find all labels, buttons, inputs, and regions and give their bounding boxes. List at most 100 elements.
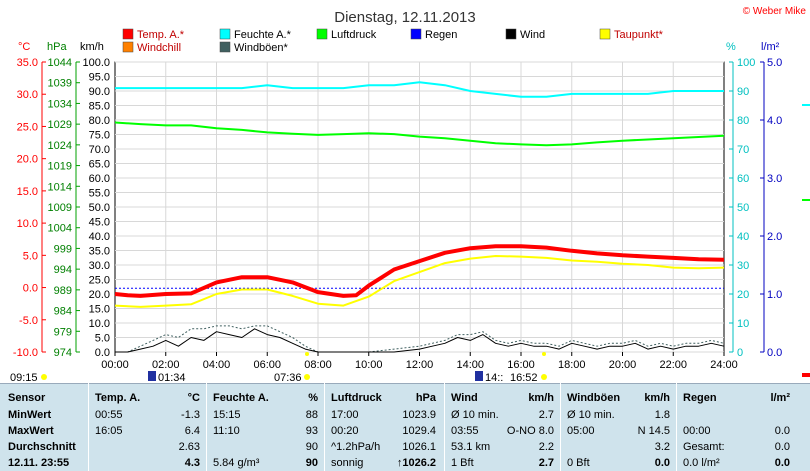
table-cell: 00:55 — [95, 409, 123, 421]
table-header-unit: km/h — [644, 392, 670, 404]
table-cell: 0.0 — [774, 457, 790, 469]
table-cell: 0.0 — [654, 457, 670, 469]
rain-tick-label: 3.0 — [767, 173, 782, 185]
summary-table: Sensor Temp. A. °C Feuchte A.% Luftdruck hPa W… — [0, 383, 810, 471]
row-label: MaxWert — [8, 425, 54, 437]
temp-tick-label: 20.0 — [17, 154, 38, 166]
table-cell: Gesamt: — [683, 441, 725, 453]
temp-tick-label: 0.0 — [23, 283, 38, 295]
table-cell: 2.7 — [538, 409, 554, 421]
pressure-tick-label: 989 — [54, 285, 72, 297]
axis-titles: °C hPa km/h% l/m² — [18, 41, 780, 53]
x-tick-label: 10:00 — [355, 359, 383, 371]
wind-tick-label: 30.0 — [89, 260, 110, 272]
rain-tick-label: 1.0 — [767, 289, 782, 301]
table-header-unit: hPa — [415, 392, 436, 404]
table-cell: sonnig — [331, 457, 364, 469]
wind-tick-label: 55.0 — [89, 188, 110, 200]
pressure-tick-label: 1019 — [48, 161, 72, 173]
row-label: Durchschnitt — [8, 441, 76, 453]
legend-label: Regen — [425, 29, 457, 41]
humidity-tick-label: 20 — [737, 289, 749, 301]
legend-label: Temp. A.* — [137, 29, 185, 41]
table-cell: O-NO 8.0 — [506, 425, 554, 437]
legend-swatch — [410, 28, 422, 40]
wind-tick-label: 0.0 — [95, 347, 110, 359]
table-cell: 1023.9 — [402, 409, 436, 421]
table-cell: 88 — [305, 409, 318, 421]
x-tick-label: 04:00 — [203, 359, 231, 371]
sun-marker-3: 14:: — [485, 372, 503, 383]
chart-grid — [41, 61, 765, 353]
table-header: Feuchte A. — [213, 392, 269, 404]
legend-label: Taupunkt* — [614, 29, 664, 41]
x-tick-label: 14:00 — [456, 359, 484, 371]
temp-tick-label: 15.0 — [17, 186, 38, 198]
row-label: MinWert — [8, 409, 52, 421]
table-header: Luftdruck — [331, 392, 382, 404]
humidity-tick-label: 50 — [737, 202, 749, 214]
legend-swatch — [599, 28, 611, 40]
x-tick-label: 12:00 — [406, 359, 434, 371]
table-cell: N 14.5 — [637, 425, 670, 437]
x-tick-label: 06:00 — [253, 359, 281, 371]
wind-tick-label: 60.0 — [89, 173, 110, 185]
table-cell: 6.4 — [184, 425, 200, 437]
chart-title: Dienstag, 12.11.2013 — [334, 9, 476, 26]
wind-tick-label: 50.0 — [89, 202, 110, 214]
wind-tick-label: 95.0 — [89, 72, 110, 84]
pressure-tick-label: 1009 — [48, 202, 72, 214]
table-cell: 93 — [305, 425, 318, 437]
wind-tick-label: 10.0 — [89, 318, 110, 330]
x-tick-label: 20:00 — [609, 359, 637, 371]
sun-marker-icon — [475, 371, 483, 381]
table-header-unit: km/h — [528, 392, 554, 404]
sun-marker-4: 16:52 — [510, 372, 538, 383]
table-cell: ↑1026.2 — [396, 457, 436, 469]
table-header: Windböen — [567, 392, 621, 404]
table-cell: 90 — [305, 457, 318, 469]
temp-tick-label: -10.0 — [13, 347, 38, 359]
wind-tick-label: 70.0 — [89, 144, 110, 156]
x-tick-label: 18:00 — [558, 359, 586, 371]
sun-icon — [541, 374, 547, 380]
humidity-tick-label: 40 — [737, 231, 749, 243]
humidity-tick-label: 0 — [737, 347, 743, 359]
sun-markers: 09:15 01:34 07:36 14:: 16:52 — [10, 104, 810, 383]
legend-swatch — [316, 28, 328, 40]
humidity-tick-label: 70 — [737, 144, 749, 156]
wind-tick-label: 100.0 — [82, 57, 110, 69]
table-cell: 5.84 g/m³ — [213, 457, 260, 469]
table-cell: 0 Bft — [567, 457, 590, 469]
sunrise-time-left: 09:15 — [10, 372, 38, 383]
column-separator — [206, 383, 207, 471]
table-cell: 3.2 — [654, 441, 670, 453]
pressure-tick-label: 1044 — [48, 57, 72, 69]
table-cell: 2.63 — [178, 441, 200, 453]
legend-label: Luftdruck — [331, 29, 377, 41]
wind-tick-label: 75.0 — [89, 130, 110, 142]
humidity-tick-label: 30 — [737, 260, 749, 272]
table-cell: 16:05 — [95, 425, 123, 437]
pressure-tick-label: 1024 — [48, 140, 72, 152]
column-separator — [88, 383, 89, 471]
rain-tick-label: 2.0 — [767, 231, 782, 243]
wind-tick-label: 45.0 — [89, 217, 110, 229]
wind-tick-label: 90.0 — [89, 86, 110, 98]
series-line-windb-en — [115, 325, 725, 353]
sun-icon — [41, 374, 47, 380]
table-cell: 00:00 — [683, 425, 711, 437]
table-cell: Ø 10 min. — [451, 409, 499, 421]
table-cell: 2.2 — [538, 441, 554, 453]
rain-tick-label: 0.0 — [767, 347, 782, 359]
legend-label: Windböen* — [234, 42, 289, 54]
wind-tick-label: 85.0 — [89, 101, 110, 113]
x-tick-label: 08:00 — [304, 359, 332, 371]
humidity-tick-label: 10 — [737, 318, 749, 330]
x-tick-label: 24:00 — [710, 359, 738, 371]
temp-tick-label: 30.0 — [17, 89, 38, 101]
wind-tick-label: 20.0 — [89, 289, 110, 301]
table-cell: 1029.4 — [402, 425, 436, 437]
pressure-tick-label: 994 — [54, 264, 72, 276]
table-header-unit: % — [308, 392, 318, 404]
